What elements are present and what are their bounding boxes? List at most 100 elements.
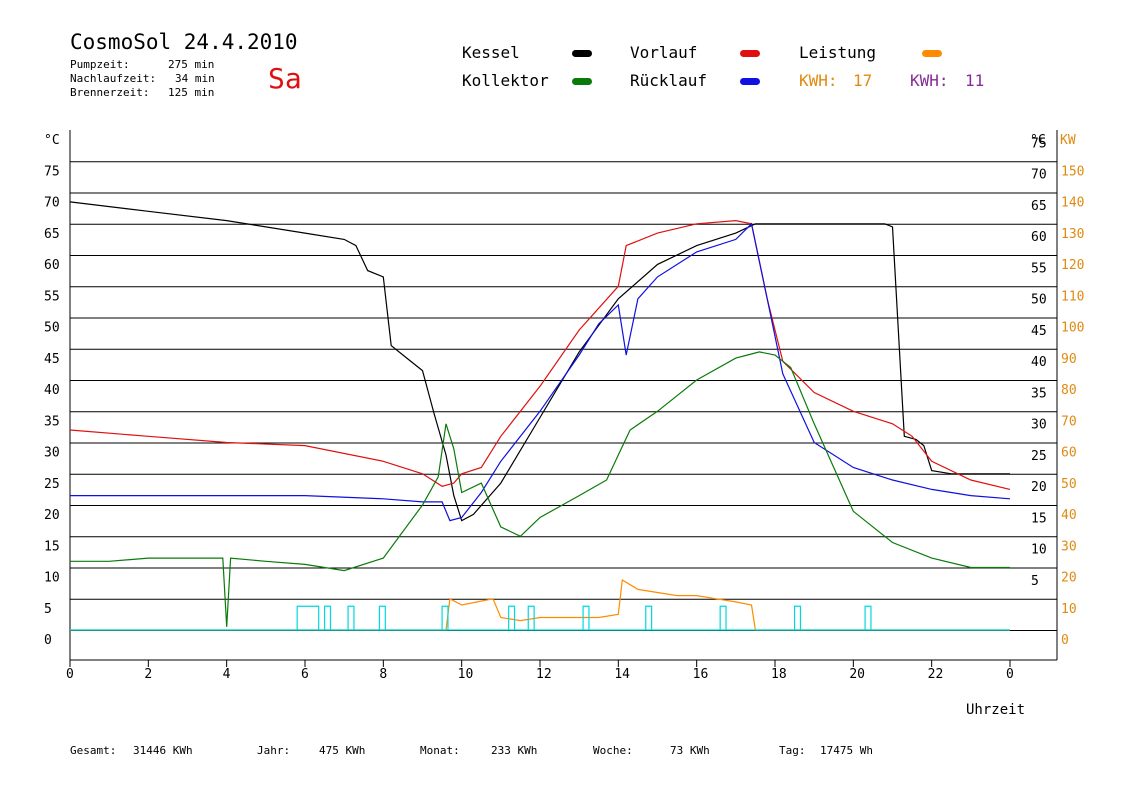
y-axis-unit-right: °C	[1030, 133, 1046, 148]
series-line-kessel	[69, 201, 1010, 522]
y-tick-kw: 60	[1061, 446, 1077, 461]
kwh-solar-value: 17	[853, 71, 873, 90]
pump-pulse	[323, 605, 332, 630]
y-tick-kw: 10	[1061, 602, 1077, 617]
y-tick-kw: 0	[1061, 633, 1069, 648]
y-tick-right: 5	[1031, 574, 1039, 589]
run-on-time-value: 34 min	[175, 72, 215, 85]
y-tick-right: 30	[1031, 418, 1047, 433]
y-tick-right: 65	[1031, 199, 1047, 214]
y-tick-left: 25	[44, 477, 60, 492]
pump-pulse	[508, 605, 516, 630]
series-line-kollektor	[70, 351, 1010, 627]
y-tick-kw: 130	[1061, 227, 1084, 242]
y-tick-left: 60	[44, 258, 60, 273]
y-tick-kw: 30	[1061, 539, 1077, 554]
y-tick-right: 55	[1031, 261, 1047, 276]
x-axis-label: Uhrzeit	[966, 702, 1025, 718]
x-tick-label: 6	[301, 667, 309, 682]
legend-leistung-swatch	[922, 50, 942, 57]
pump-pulse	[441, 605, 449, 630]
y-tick-right: 45	[1031, 324, 1047, 339]
footer-day-label: Tag:	[779, 744, 806, 757]
pump-pulse	[347, 605, 355, 630]
x-tick-label: 16	[693, 667, 709, 682]
footer-year-label: Jahr:	[257, 744, 291, 757]
pump-pulse	[527, 605, 535, 630]
y-tick-kw: 140	[1061, 196, 1084, 211]
pump-pulse	[296, 605, 320, 630]
x-tick-label: 2	[144, 667, 152, 682]
legend-kessel-label: Kessel	[462, 43, 520, 62]
y-tick-kw: 20	[1061, 571, 1077, 586]
y-tick-right: 25	[1031, 449, 1047, 464]
x-tick-label: 8	[379, 667, 387, 682]
footer-week-value: 73 KWh	[670, 744, 710, 757]
y-tick-kw: 70	[1061, 414, 1077, 429]
pump-time-label: Pumpzeit:	[70, 58, 130, 71]
series-line-leistung	[70, 579, 1010, 631]
x-tick-label: 20	[849, 667, 865, 682]
burner-time-label: Brennerzeit:	[70, 86, 150, 99]
y-tick-left: 40	[44, 383, 60, 398]
weekday-label: Sa	[268, 62, 302, 95]
y-tick-left: 5	[44, 602, 52, 617]
y-axis-unit-left: °C	[44, 133, 60, 148]
legend-leistung-label: Leistung	[799, 43, 877, 62]
page-title: CosmoSol 24.4.2010	[70, 30, 298, 54]
pump-pulse	[378, 605, 386, 630]
footer-month-value: 233 KWh	[491, 744, 538, 757]
x-tick-label: 22	[928, 667, 944, 682]
y-tick-left: 70	[44, 196, 60, 211]
x-tick-label: 0	[66, 667, 74, 682]
kwh-solar-label: KWH:	[799, 71, 838, 90]
y-tick-left: 30	[44, 446, 60, 461]
y-tick-right: 40	[1031, 355, 1047, 370]
legend-vorlauf-swatch	[740, 50, 760, 57]
pump-time-value: 275 min	[168, 58, 215, 71]
y-tick-left: 65	[44, 227, 60, 242]
footer-total-label: Gesamt:	[70, 744, 117, 757]
y-axis-unit-kw: KW	[1060, 133, 1076, 148]
y-tick-kw: 50	[1061, 477, 1077, 492]
pump-pulse	[719, 605, 727, 630]
series-line-vorlauf	[69, 219, 1011, 490]
y-tick-kw: 80	[1061, 383, 1077, 398]
series-line-rcklauf	[70, 222, 1011, 522]
pump-pulse	[582, 605, 590, 630]
y-tick-left: 20	[44, 508, 60, 523]
y-tick-right: 20	[1031, 480, 1047, 495]
y-tick-left: 55	[44, 289, 60, 304]
x-tick-label: 12	[536, 667, 552, 682]
run-on-time-label: Nachlaufzeit:	[70, 72, 157, 85]
y-tick-right: 50	[1031, 293, 1047, 308]
x-tick-label: 14	[614, 667, 630, 682]
kwh-burner-value: 11	[965, 71, 985, 90]
pump-pulse	[645, 605, 653, 630]
y-tick-kw: 120	[1061, 258, 1084, 273]
kwh-burner-label: KWH:	[910, 71, 949, 90]
y-tick-kw: 150	[1061, 164, 1084, 179]
pump-pulse	[793, 605, 802, 630]
x-tick-label: 10	[458, 667, 474, 682]
x-tick-label: 0	[1006, 667, 1014, 682]
legend-vorlauf-label: Vorlauf	[630, 43, 698, 62]
legend-kessel-swatch	[572, 50, 592, 57]
legend-ruecklauf-label: Rücklauf	[630, 71, 708, 90]
y-tick-right: 75	[1031, 136, 1047, 151]
y-tick-left: 10	[44, 571, 60, 586]
footer-month-label: Monat:	[420, 744, 460, 757]
legend-kollektor-swatch	[572, 78, 592, 85]
burner-time-value: 125 min	[168, 86, 215, 99]
y-tick-left: 45	[44, 352, 60, 367]
legend-ruecklauf-swatch	[740, 78, 760, 85]
legend-kollektor-label: Kollektor	[462, 71, 549, 90]
x-tick-label: 4	[223, 667, 231, 682]
y-tick-left: 75	[44, 164, 60, 179]
y-tick-kw: 110	[1061, 289, 1084, 304]
footer-total-value: 31446 KWh	[133, 744, 193, 757]
y-tick-left: 15	[44, 539, 60, 554]
footer-day-value: 17475 Wh	[820, 744, 873, 757]
y-tick-right: 35	[1031, 386, 1047, 401]
